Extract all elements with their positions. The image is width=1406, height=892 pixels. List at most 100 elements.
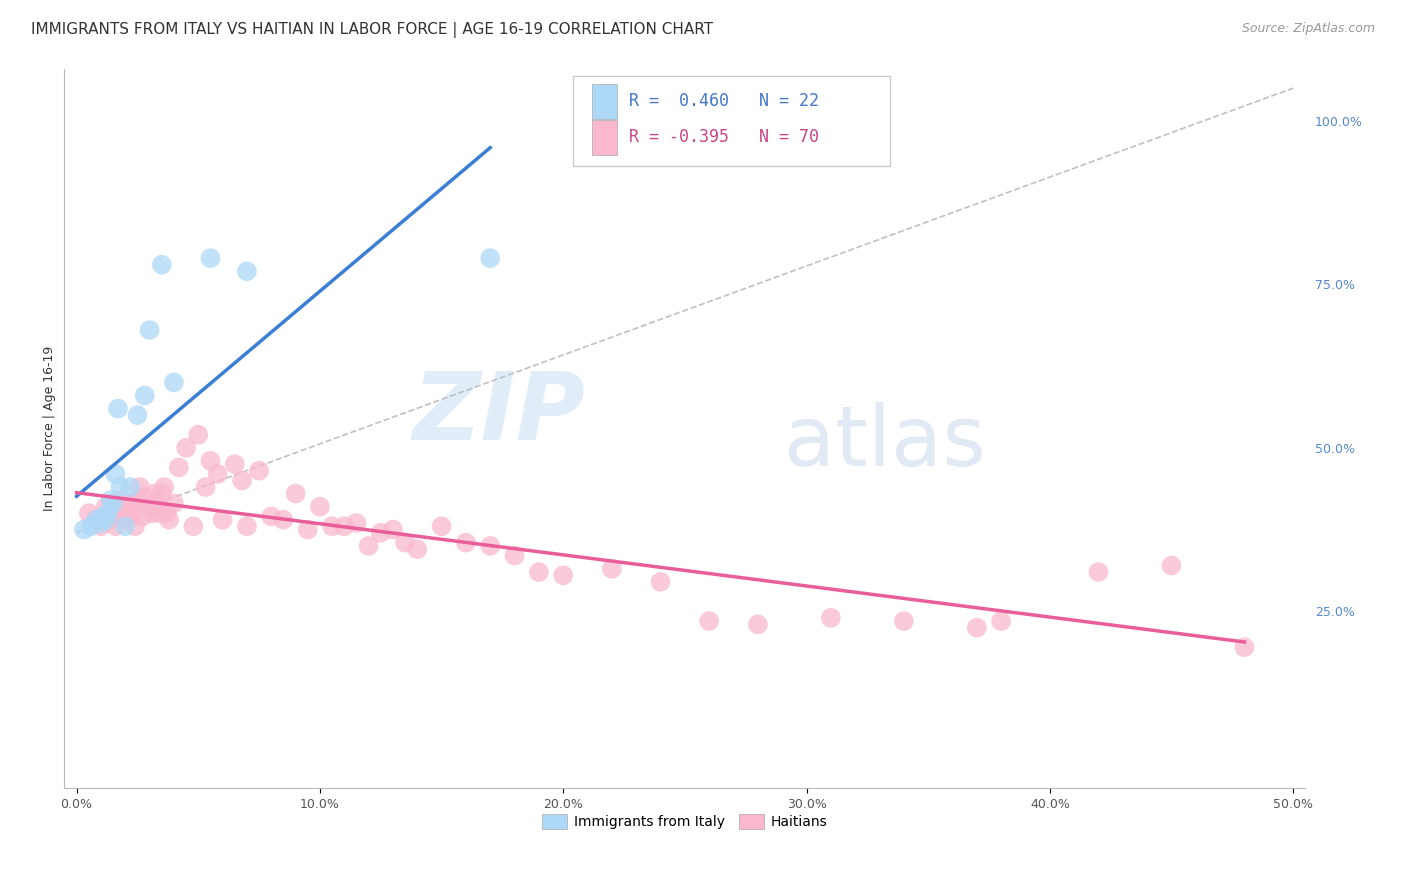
Point xyxy=(187,427,209,442)
Point xyxy=(260,509,283,524)
Point xyxy=(128,480,150,494)
Point xyxy=(297,523,319,537)
Point xyxy=(211,513,233,527)
Point xyxy=(124,519,146,533)
Point xyxy=(747,617,769,632)
Point xyxy=(207,467,229,481)
Point xyxy=(284,486,307,500)
Point xyxy=(321,519,343,533)
Point xyxy=(150,486,173,500)
Point xyxy=(84,513,107,527)
Point xyxy=(820,611,842,625)
Point xyxy=(117,513,139,527)
Point xyxy=(156,506,179,520)
Point xyxy=(503,549,526,563)
Point xyxy=(273,513,295,527)
Text: ZIP: ZIP xyxy=(413,368,586,459)
Point xyxy=(153,480,176,494)
Point xyxy=(194,480,217,494)
Point xyxy=(134,388,156,402)
Text: IMMIGRANTS FROM ITALY VS HAITIAN IN LABOR FORCE | AGE 16-19 CORRELATION CHART: IMMIGRANTS FROM ITALY VS HAITIAN IN LABO… xyxy=(31,22,713,38)
Point xyxy=(107,401,129,416)
Point xyxy=(114,519,136,533)
Point xyxy=(148,506,170,520)
Point xyxy=(479,539,502,553)
Point xyxy=(104,519,127,533)
Point xyxy=(104,467,127,481)
Point xyxy=(183,519,205,533)
Point xyxy=(309,500,332,514)
Point xyxy=(150,258,173,272)
Point xyxy=(966,621,988,635)
Point xyxy=(141,506,163,520)
Point xyxy=(174,441,197,455)
Point xyxy=(344,516,367,530)
Point xyxy=(97,506,120,520)
Point xyxy=(107,506,129,520)
Y-axis label: In Labor Force | Age 16-19: In Labor Force | Age 16-19 xyxy=(44,345,56,511)
Point xyxy=(333,519,356,533)
Point xyxy=(100,513,122,527)
Point xyxy=(1233,640,1256,655)
Point xyxy=(73,523,96,537)
Point xyxy=(224,457,246,471)
Point xyxy=(527,565,550,579)
FancyBboxPatch shape xyxy=(574,76,890,166)
Text: R = -0.395   N = 70: R = -0.395 N = 70 xyxy=(628,128,820,146)
Point xyxy=(101,496,124,510)
FancyBboxPatch shape xyxy=(592,120,617,155)
Point xyxy=(138,500,160,514)
Point xyxy=(134,490,156,504)
Point xyxy=(146,496,169,510)
Point xyxy=(84,513,107,527)
Point xyxy=(236,264,259,278)
Legend: Immigrants from Italy, Haitians: Immigrants from Italy, Haitians xyxy=(537,809,834,835)
Point xyxy=(990,614,1012,628)
Point xyxy=(236,519,259,533)
Point xyxy=(127,408,149,422)
Point xyxy=(80,519,103,533)
Point xyxy=(167,460,190,475)
Text: Source: ZipAtlas.com: Source: ZipAtlas.com xyxy=(1241,22,1375,36)
Point xyxy=(370,525,392,540)
Point xyxy=(200,251,222,265)
Point xyxy=(93,509,115,524)
Point xyxy=(430,519,453,533)
Point xyxy=(94,513,117,527)
Text: atlas: atlas xyxy=(785,402,986,483)
Point xyxy=(394,535,416,549)
Point xyxy=(163,496,186,510)
Point xyxy=(94,500,117,514)
Point xyxy=(553,568,575,582)
Point xyxy=(127,493,149,508)
Point xyxy=(893,614,915,628)
Point xyxy=(77,506,100,520)
Point xyxy=(406,542,429,557)
Point xyxy=(90,516,112,530)
Point xyxy=(114,506,136,520)
Point xyxy=(90,519,112,533)
Point xyxy=(120,480,142,494)
Point xyxy=(200,454,222,468)
Point xyxy=(138,323,160,337)
Point xyxy=(650,574,672,589)
Point xyxy=(157,513,180,527)
Point xyxy=(231,474,253,488)
Point xyxy=(454,535,477,549)
Point xyxy=(381,523,404,537)
Text: R =  0.460   N = 22: R = 0.460 N = 22 xyxy=(628,92,820,110)
Point xyxy=(120,496,142,510)
Point xyxy=(100,493,122,508)
Point xyxy=(1087,565,1109,579)
Point xyxy=(143,486,166,500)
Point xyxy=(1160,558,1182,573)
Point xyxy=(247,464,270,478)
Point xyxy=(479,251,502,265)
Point xyxy=(697,614,720,628)
Point xyxy=(163,376,186,390)
Point xyxy=(110,493,132,508)
Point xyxy=(110,480,132,494)
Point xyxy=(600,562,623,576)
Point xyxy=(121,506,143,520)
FancyBboxPatch shape xyxy=(592,85,617,119)
